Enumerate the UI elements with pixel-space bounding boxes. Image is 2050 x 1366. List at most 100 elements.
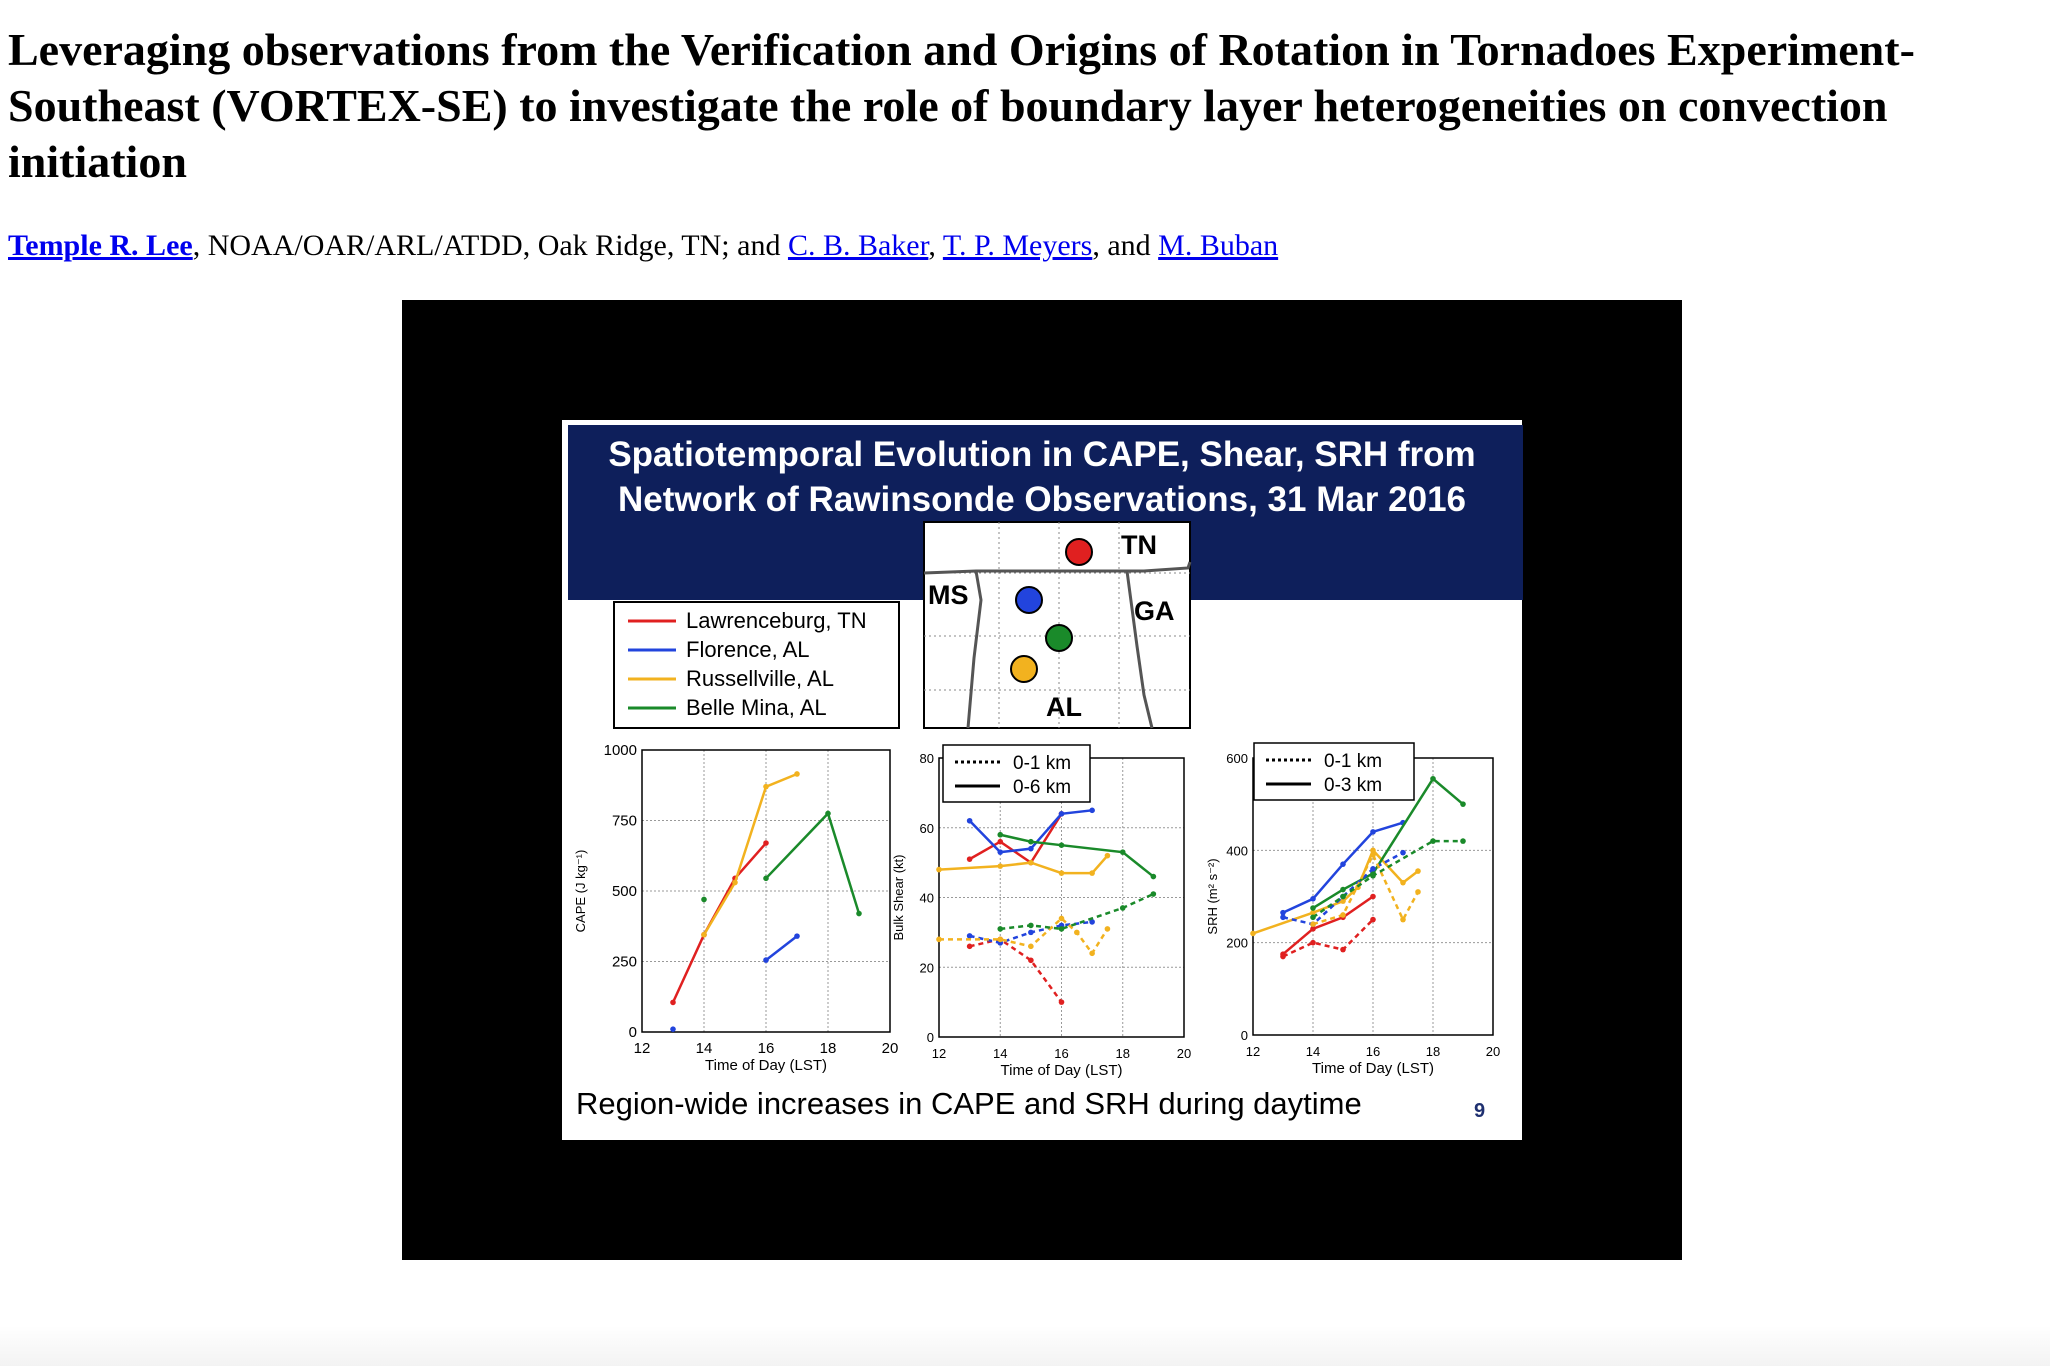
al-ga-border xyxy=(1125,570,1154,729)
data-point-florence-al xyxy=(670,1026,676,1032)
map-dot-russellville xyxy=(1010,655,1038,683)
x-tick-label: 18 xyxy=(1116,1046,1130,1061)
data-point-lawrenceburg-tn xyxy=(1310,926,1316,932)
data-point-florence-al xyxy=(1028,845,1034,852)
data-point-russellville-al xyxy=(997,936,1004,943)
data-point-russellville-al xyxy=(1104,852,1111,859)
line-style-legend-box xyxy=(1253,742,1415,801)
data-point-belle-mina-al xyxy=(1430,775,1436,782)
series-line-belle-mina-al-dashed xyxy=(1000,892,1154,931)
data-point-lawrenceburg-tn xyxy=(763,840,769,846)
data-point-russellville-al xyxy=(1058,870,1065,876)
x-tick-label: 16 xyxy=(758,1040,775,1057)
slide-caption: Region-wide increases in CAPE and SRH du… xyxy=(576,1086,1362,1121)
data-point-belle-mina-al xyxy=(763,875,769,882)
series-line-lawrenceburg-tn-solid xyxy=(1282,895,1374,956)
data-point-lawrenceburg-tn xyxy=(966,856,973,862)
author-line: Temple R. Lee, NOAA/OAR/ARL/ATDD, Oak Ri… xyxy=(8,226,1278,266)
y-tick-label: 250 xyxy=(612,954,637,971)
data-point-florence-al xyxy=(1028,929,1034,936)
data-point-lawrenceburg-tn xyxy=(1340,946,1346,953)
y-axis-label: Bulk Shear (kt) xyxy=(891,855,906,941)
data-point-belle-mina-al xyxy=(1119,849,1126,855)
line-style-legend-label: 0-1 km xyxy=(1013,753,1071,774)
slide-title-line-1: Spatiotemporal Evolution in CAPE, Shear,… xyxy=(608,435,1476,474)
data-point-russellville-al xyxy=(1370,852,1376,858)
y-tick-label: 0 xyxy=(927,1030,934,1045)
data-point-florence-al xyxy=(1400,849,1406,856)
author-link-baker[interactable]: C. B. Baker xyxy=(787,229,929,262)
data-point-florence-al xyxy=(1089,807,1095,814)
data-point-lawrenceburg-tn xyxy=(1058,999,1065,1005)
data-point-lawrenceburg-tn xyxy=(997,838,1004,845)
x-tick-label: 14 xyxy=(696,1040,713,1057)
y-tick-label: 0 xyxy=(1241,1028,1248,1043)
data-point-belle-mina-al xyxy=(1119,905,1126,911)
data-point-russellville-al xyxy=(1340,912,1346,918)
data-point-belle-mina-al xyxy=(1460,838,1466,844)
data-point-belle-mina-al xyxy=(1150,891,1157,897)
data-point-russellville-al xyxy=(732,879,738,886)
data-point-russellville-al xyxy=(1089,870,1095,876)
y-tick-label: 20 xyxy=(920,960,934,975)
y-tick-label: 40 xyxy=(920,891,934,906)
data-point-belle-mina-al xyxy=(1340,893,1346,900)
map-label-al: AL xyxy=(1046,692,1082,722)
data-point-russellville-al xyxy=(936,866,942,873)
data-point-belle-mina-al xyxy=(1310,905,1316,911)
map-label-tn: TN xyxy=(1121,530,1157,560)
data-point-belle-mina-al xyxy=(1430,838,1436,844)
x-axis-label: Time of Day (LST) xyxy=(705,1057,827,1074)
y-tick-label: 60 xyxy=(920,821,934,836)
map-label-ga: GA xyxy=(1134,596,1175,626)
line-style-legend-box xyxy=(942,744,1091,803)
series-line-belle-mina-al-solid xyxy=(765,811,861,914)
data-point-russellville-al xyxy=(997,863,1004,869)
slide: Spatiotemporal Evolution in CAPE, Shear,… xyxy=(562,420,1523,1140)
series-line-lawrenceburg-tn-dashed xyxy=(969,938,1063,1003)
y-tick-label: 1000 xyxy=(604,742,637,759)
x-tick-label: 12 xyxy=(1246,1044,1260,1059)
series-line-russellville-al-solid xyxy=(938,854,1109,875)
map-dot-lawrenceburg xyxy=(1065,538,1093,566)
series-line-lawrenceburg-tn-solid xyxy=(671,842,767,1003)
map-dot-florence xyxy=(1015,586,1043,614)
x-tick-label: 12 xyxy=(932,1046,946,1061)
data-point-russellville-al xyxy=(936,936,942,943)
slide-number: 9 xyxy=(1474,1100,1486,1122)
line-style-legend-label: 0-1 km xyxy=(1324,751,1382,772)
x-tick-label: 20 xyxy=(1486,1044,1500,1059)
line-style-legend-label: 0-6 km xyxy=(1013,777,1071,798)
author-link-meyers[interactable]: T. P. Meyers xyxy=(942,229,1093,262)
data-point-florence-al xyxy=(1340,861,1346,867)
data-point-florence-al xyxy=(1058,811,1065,817)
x-tick-label: 20 xyxy=(882,1040,899,1057)
author-link-buban[interactable]: M. Buban xyxy=(1158,229,1279,262)
line-style-legend-label: 0-3 km xyxy=(1324,775,1382,796)
map-dot-belle-mina xyxy=(1045,624,1073,652)
legend-label-florence: Florence, AL xyxy=(686,637,810,662)
data-point-lawrenceburg-tn xyxy=(1280,953,1286,960)
data-point-belle-mina-al xyxy=(1310,914,1316,921)
data-point-lawrenceburg-tn xyxy=(966,943,973,950)
data-point-florence-al xyxy=(997,849,1004,855)
bulk-shear-chart: 12 14 16 18 20 0 20 40 60 80 Time of Day (LST) Bulk… xyxy=(891,744,1191,1079)
series-line-florence-al-solid xyxy=(765,935,798,962)
series-line-belle-mina-al-dashed xyxy=(1312,839,1463,919)
author-link-lead[interactable]: Temple R. Lee xyxy=(8,229,193,262)
legend-label-belle-mina: Belle Mina, AL xyxy=(686,695,827,720)
data-point-russellville-al xyxy=(1415,868,1421,874)
data-point-belle-mina-al xyxy=(825,810,831,817)
data-point-florence-al xyxy=(1280,914,1286,921)
data-point-florence-al xyxy=(794,933,800,939)
author-separator: , xyxy=(928,229,943,262)
data-point-belle-mina-al xyxy=(997,926,1004,932)
y-tick-label: 400 xyxy=(1226,843,1248,858)
data-point-belle-mina-al xyxy=(701,896,707,903)
x-tick-label: 16 xyxy=(1366,1044,1380,1059)
data-point-russellville-al xyxy=(701,931,707,938)
data-point-belle-mina-al xyxy=(1150,873,1157,880)
data-point-russellville-al xyxy=(1415,889,1421,895)
y-tick-label: 500 xyxy=(612,883,637,900)
